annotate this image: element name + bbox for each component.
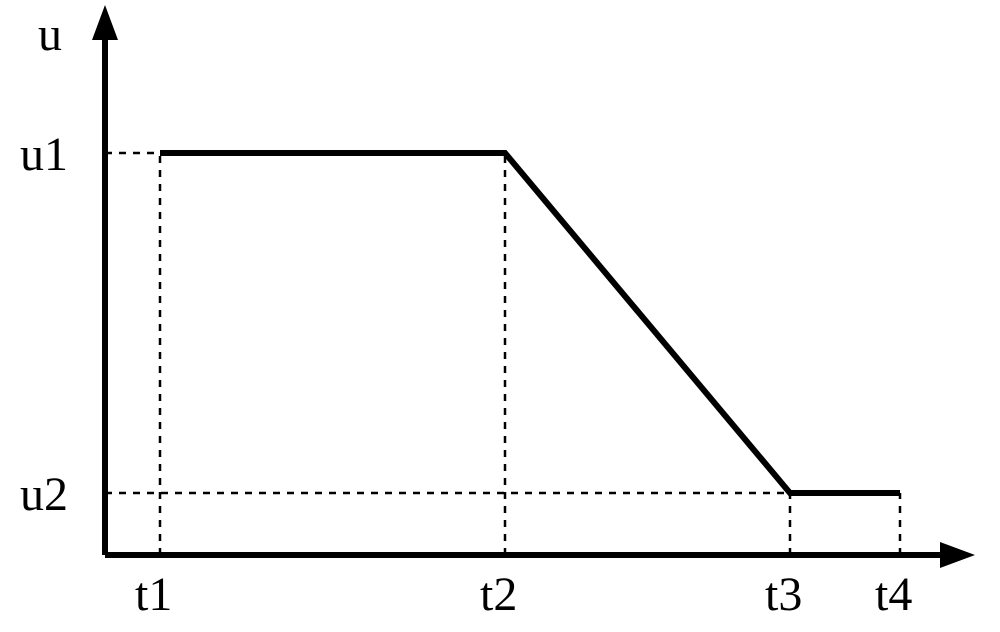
y-axis-label: u xyxy=(38,8,62,61)
plot-line xyxy=(160,153,900,493)
chart-container: u u1 u2 t1 t2 t3 t4 xyxy=(0,0,1000,632)
x-tick-t2: t2 xyxy=(480,568,517,621)
y-tick-u2: u2 xyxy=(20,468,68,521)
y-axis-arrow xyxy=(92,5,118,40)
x-tick-t4: t4 xyxy=(875,568,912,621)
y-tick-u1: u1 xyxy=(20,128,68,181)
x-tick-t1: t1 xyxy=(135,568,172,621)
x-tick-t3: t3 xyxy=(765,568,802,621)
x-axis-arrow xyxy=(940,542,975,568)
chart-svg: u u1 u2 t1 t2 t3 t4 xyxy=(0,0,1000,632)
